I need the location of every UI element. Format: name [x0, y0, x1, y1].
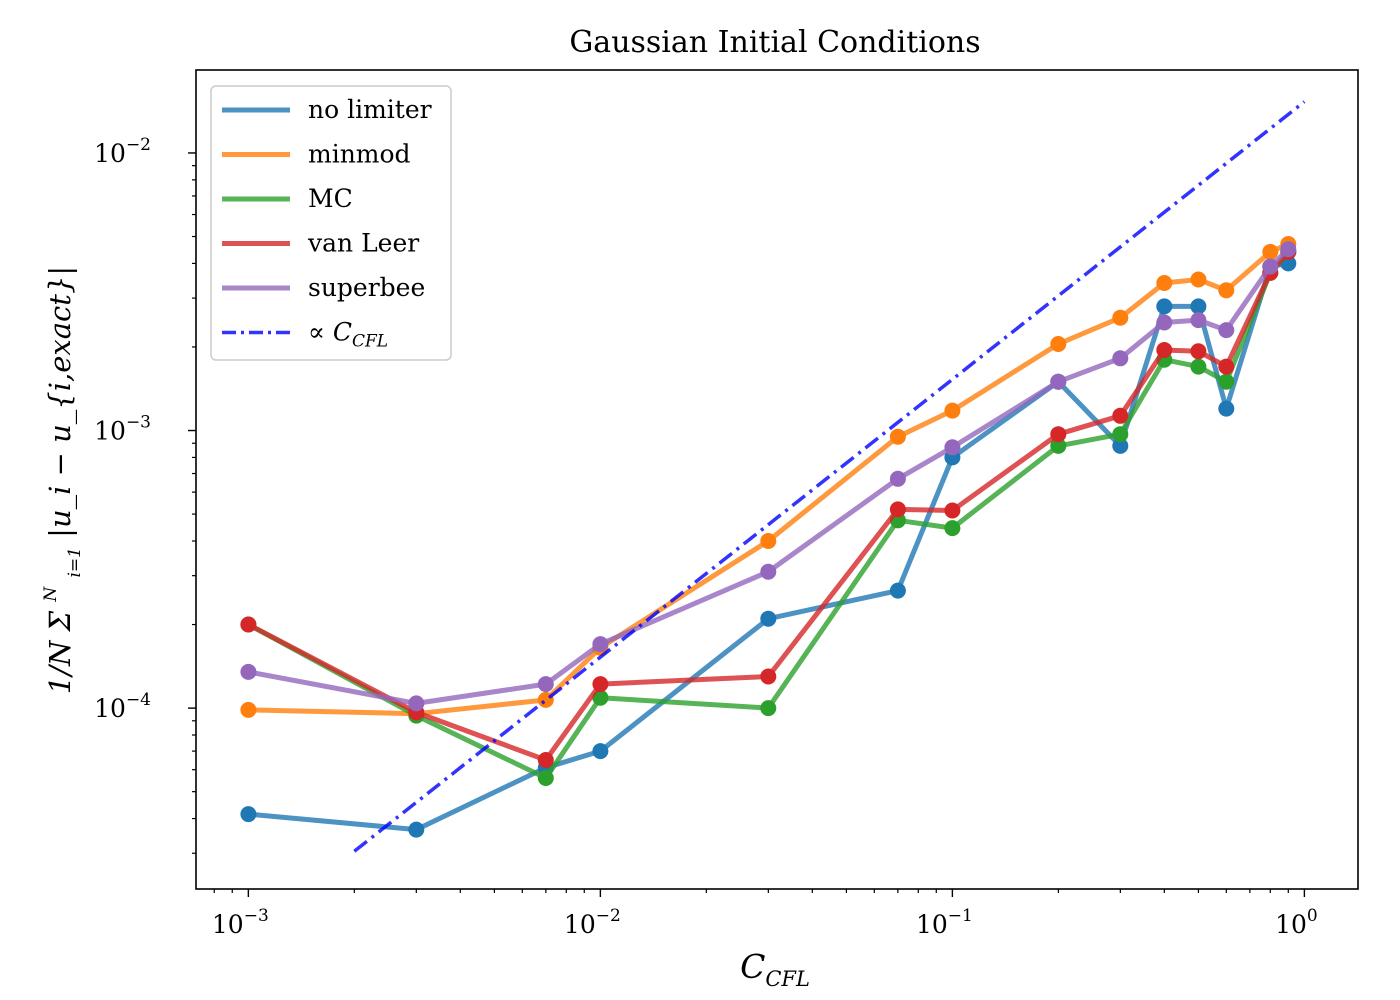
data-point-superbee: [592, 636, 609, 653]
legend-label-no-limiter: no limiter: [308, 95, 432, 124]
data-point-no-limiter: [1112, 437, 1129, 454]
data-point-van-leer: [1050, 426, 1067, 443]
y-axis-label-prefix: 1/N Σ: [43, 610, 77, 694]
data-point-minmod: [1050, 336, 1067, 352]
data-point-superbee: [1280, 241, 1297, 258]
y-axis-label-sum-lower: i=1: [65, 547, 85, 578]
legend-label-minmod: minmod: [308, 140, 411, 169]
data-point-mc: [1050, 437, 1067, 454]
x-axis-ticks: 10−3 10−2 10−1 100: [212, 889, 1318, 939]
data-point-superbee: [889, 470, 906, 487]
data-point-van-leer: [944, 502, 961, 519]
reference-line-proportional: [353, 100, 1306, 853]
data-point-no-limiter: [760, 610, 777, 627]
data-point-van-leer: [1218, 358, 1235, 375]
data-point-no-limiter: [1218, 400, 1235, 417]
data-point-mc: [1112, 426, 1129, 443]
data-point-superbee: [944, 439, 961, 456]
y-axis-label-sum-upper: N: [41, 586, 61, 603]
y-tick-label: 10−3: [94, 413, 151, 446]
legend-label-c: ∝ CCFL: [308, 318, 388, 352]
data-point-minmod: [1218, 282, 1235, 299]
data-point-minmod: [944, 402, 961, 419]
data-point-minmod: [1112, 309, 1129, 326]
data-point-superbee: [537, 676, 554, 693]
data-point-superbee: [1050, 373, 1067, 390]
y-tick-label: 10−4: [94, 690, 151, 723]
data-point-superbee: [408, 695, 425, 712]
axes-frame: [195, 69, 1359, 890]
data-point-superbee: [760, 563, 777, 580]
x-tick-label: 10−3: [212, 906, 269, 939]
legend-label-van-leer: van Leer: [307, 229, 419, 258]
data-point-van-leer: [1112, 407, 1129, 424]
data-point-minmod: [1156, 275, 1173, 291]
data-point-no-limiter: [592, 743, 609, 760]
plot-area: [240, 100, 1306, 853]
data-point-mc: [1218, 373, 1235, 390]
data-point-minmod: [889, 428, 906, 445]
data-point-van-leer: [1190, 343, 1207, 360]
data-point-van-leer: [760, 668, 777, 685]
y-axis-label-body: |u_i − u_{i,exact}|: [43, 266, 78, 538]
svg-text:1/N Σ N i=1: 1/N Σ N i=1 |u_i − u_{i,exact}|: [29, 266, 87, 694]
legend-label-mc: MC: [308, 184, 353, 213]
legend-label-superbee: superbee: [308, 273, 425, 302]
data-point-van-leer: [240, 616, 257, 633]
data-point-no-limiter: [408, 821, 425, 838]
data-point-minmod: [240, 701, 257, 718]
data-point-van-leer: [592, 676, 609, 693]
data-point-minmod: [1262, 243, 1279, 260]
data-point-no-limiter: [1156, 298, 1173, 315]
data-point-minmod: [760, 533, 777, 549]
x-axis-label-sub: CFL: [765, 967, 810, 991]
data-point-van-leer: [537, 752, 554, 768]
data-point-superbee: [240, 663, 257, 680]
y-axis-ticks: 10−4 10−3 10−2: [94, 135, 196, 854]
x-axis-label-main: C: [740, 947, 765, 986]
data-point-mc: [944, 520, 961, 537]
data-point-mc: [537, 770, 554, 786]
data-point-van-leer: [889, 501, 906, 518]
y-tick-label: 10−2: [94, 135, 151, 168]
data-point-superbee: [1190, 312, 1207, 329]
data-point-no-limiter: [240, 806, 257, 823]
data-point-superbee: [1156, 314, 1173, 331]
y-axis-label: 1/N Σ N i=1 |u_i − u_{i,exact}|: [29, 266, 87, 694]
data-point-superbee: [1262, 258, 1279, 275]
series-layer: [240, 100, 1306, 853]
x-axis-label: CCFL: [740, 947, 810, 991]
data-point-superbee: [1112, 350, 1129, 367]
data-point-van-leer: [1156, 342, 1173, 358]
data-point-minmod: [1190, 271, 1207, 288]
series-superbee: [240, 241, 1297, 712]
data-point-no-limiter: [889, 582, 906, 599]
data-point-mc: [1190, 358, 1207, 375]
chart-title: Gaussian Initial Conditions: [569, 25, 980, 60]
x-tick-label: 10−1: [916, 906, 973, 939]
data-point-superbee: [1218, 322, 1235, 339]
data-point-mc: [760, 700, 777, 717]
legend: no limiter minmod MC van Leer superbee ∝ CCFL: [210, 85, 452, 361]
x-tick-label: 100: [1275, 906, 1318, 939]
data-point-no-limiter: [1190, 298, 1207, 315]
x-tick-label: 10−2: [564, 906, 621, 939]
